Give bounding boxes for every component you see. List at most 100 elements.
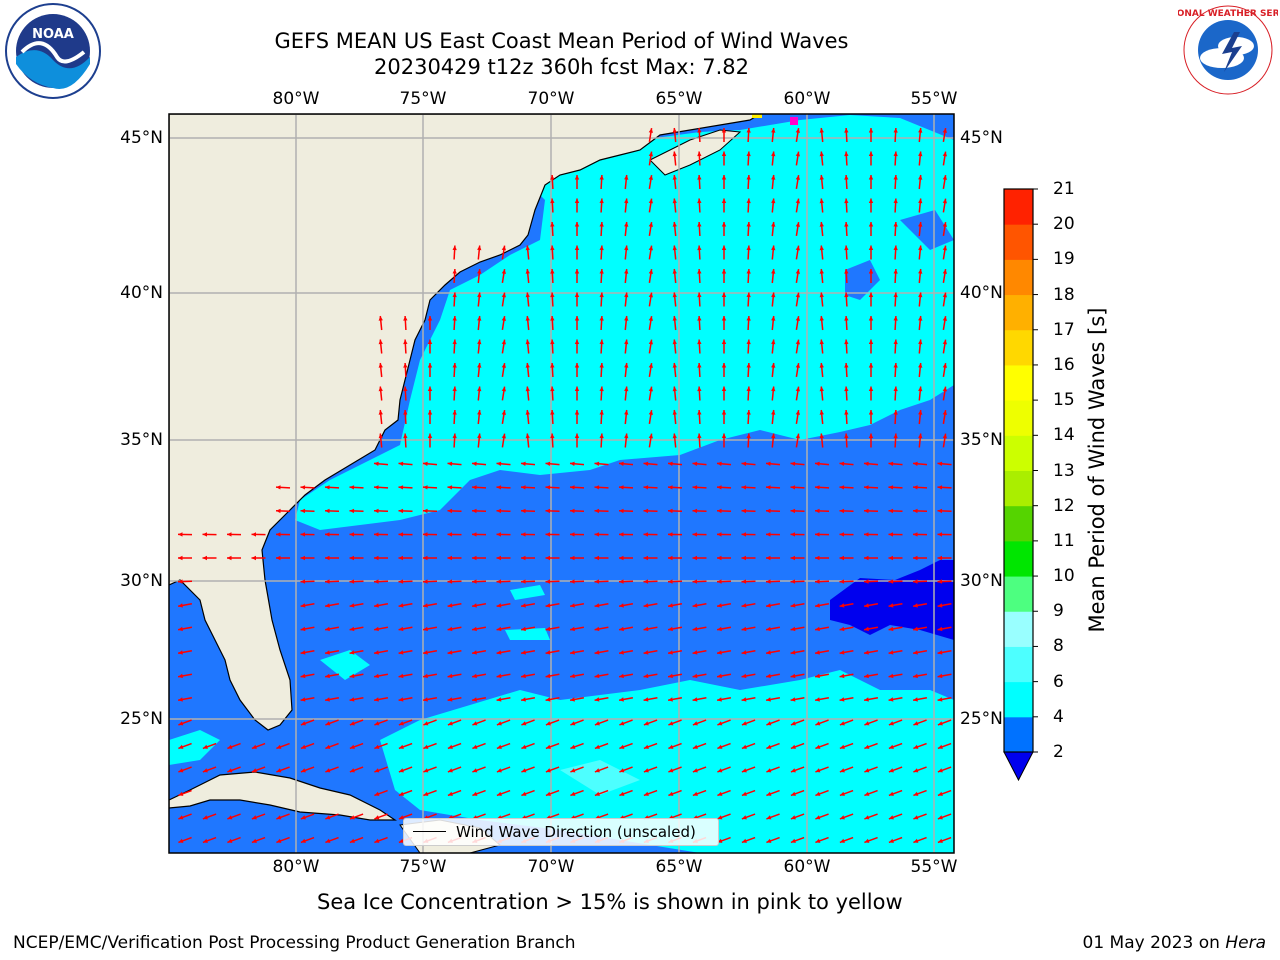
wave-direction-arrowhead <box>942 269 947 274</box>
wave-direction-arrowhead <box>427 386 433 391</box>
wave-direction-arrowhead <box>619 791 625 796</box>
nws-logo-text: NATIONAL WEATHER SERVICE <box>1178 9 1278 19</box>
wave-direction-arrowhead <box>374 603 379 608</box>
wave-direction-arrowhead <box>374 721 380 726</box>
wave-direction-arrowhead <box>918 198 923 204</box>
wave-direction-arrowhead <box>496 768 502 773</box>
wave-direction-arrowhead <box>672 222 677 227</box>
wave-direction-arrowhead <box>913 532 918 537</box>
wave-direction-arrowhead <box>300 485 306 490</box>
wave-direction-arrowhead <box>790 461 796 466</box>
colorbar-tick-label: 19 <box>1053 249 1075 270</box>
wave-direction-arrowhead <box>374 555 379 561</box>
wave-direction-arrowhead <box>398 508 404 514</box>
colorbar-segment <box>1004 294 1033 331</box>
wave-direction-arrowhead <box>374 791 380 796</box>
wave-direction-arrowhead <box>349 697 355 702</box>
wave-direction-arrowhead <box>697 269 702 274</box>
wave-direction-arrowhead <box>496 791 502 796</box>
wave-direction-arrowhead <box>521 673 526 679</box>
wave-direction-arrowhead <box>550 316 555 321</box>
wave-direction-arrowhead <box>227 532 232 537</box>
wave-direction-arrowhead <box>452 245 457 251</box>
wave-direction-arrowhead <box>624 198 629 204</box>
wave-direction-arrowhead <box>501 363 506 368</box>
wave-direction-arrowhead <box>447 603 453 608</box>
wave-direction-arrowhead <box>496 650 502 655</box>
wave-direction-arrowhead <box>839 508 845 514</box>
wave-direction-arrowhead <box>570 721 576 726</box>
wave-direction-arrowhead <box>496 461 502 466</box>
colorbar-tick-label: 13 <box>1053 460 1075 481</box>
wave-direction-arrowhead <box>447 721 453 726</box>
wave-direction-arrowhead <box>888 744 894 749</box>
wave-direction-arrowhead <box>521 461 526 466</box>
wave-direction-arrowhead <box>942 222 947 227</box>
wave-direction-arrowhead <box>521 508 526 514</box>
wave-direction-arrowhead <box>893 316 898 321</box>
wave-direction-arrowhead <box>864 673 869 679</box>
wave-direction-arrowhead <box>839 815 845 820</box>
wave-direction-arrowhead <box>423 768 429 773</box>
wave-direction-arrowhead <box>300 579 306 584</box>
wave-direction-arrowhead <box>374 838 380 843</box>
wave-direction-arrowhead <box>599 245 604 251</box>
colorbar-tick-label: 11 <box>1053 530 1075 551</box>
wave-direction-arrowhead <box>942 245 947 251</box>
wave-direction-arrowhead <box>496 673 502 679</box>
wave-direction-arrowhead <box>888 791 894 796</box>
wave-direction-arrowhead <box>864 555 869 561</box>
wave-direction-arrowhead <box>692 603 698 608</box>
wave-direction-arrowhead <box>893 175 898 180</box>
wave-direction-arrowhead <box>868 128 874 133</box>
wave-direction-arrowhead <box>452 363 457 368</box>
wave-direction-arrowhead <box>648 245 653 251</box>
wave-direction-arrowhead <box>697 386 702 392</box>
wave-direction-arrowhead <box>178 626 183 632</box>
wave-direction-arrowhead <box>300 532 305 537</box>
wave-direction-arrowhead <box>815 650 820 655</box>
wave-direction-arrowhead <box>721 363 727 368</box>
wave-direction-arrowhead <box>619 555 624 561</box>
wave-direction-arrowhead <box>721 269 727 274</box>
wave-direction-arrowhead <box>178 603 183 608</box>
wave-direction-arrowhead <box>913 815 919 820</box>
wave-direction-arrowhead <box>893 245 898 251</box>
colorbar-segment <box>1004 576 1033 612</box>
wave-direction-arrowhead <box>452 339 457 345</box>
longitude-label-top: 70°W <box>527 89 575 109</box>
wave-direction-arrowhead <box>746 222 751 227</box>
wave-direction-arrowhead <box>643 579 649 584</box>
wave-direction-arrowhead <box>545 579 551 584</box>
map-subtitle: 20230429 t12z 360h fcst Max: 7.82 <box>374 55 749 79</box>
wave-direction-arrowhead <box>594 626 600 632</box>
wave-direction-arrowhead <box>790 508 796 514</box>
wave-direction-arrowhead <box>447 744 453 749</box>
wave-direction-arrowhead <box>251 532 256 537</box>
wave-direction-arrowhead <box>619 508 624 514</box>
longitude-label-bottom: 80°W <box>272 857 320 877</box>
wave-direction-arrowhead <box>868 316 874 321</box>
cuba-land <box>169 771 397 821</box>
wave-direction-arrowhead <box>795 175 800 180</box>
wave-direction-arrowhead <box>251 815 257 820</box>
wave-direction-arrowhead <box>624 363 629 368</box>
wave-direction-arrowhead <box>717 485 722 490</box>
wave-direction-arrowhead <box>349 603 355 608</box>
footer-credit: NCEP/EMC/Verification Post Processing Pr… <box>13 933 576 953</box>
wave-direction-arrowhead <box>574 222 580 227</box>
wave-direction-arrowhead <box>521 626 526 632</box>
longitude-label-bottom: 65°W <box>655 857 703 877</box>
wave-direction-arrowhead <box>913 744 919 749</box>
colorbar-tick-label: 2 <box>1053 742 1064 762</box>
wave-direction-arrowhead <box>624 386 629 392</box>
wave-direction-arrowhead <box>839 555 844 561</box>
wave-direction-arrowhead <box>349 744 355 749</box>
wave-direction-arrowhead <box>599 433 604 439</box>
wave-direction-arrowhead <box>864 815 870 820</box>
wave-direction-arrowhead <box>668 721 674 726</box>
wave-direction-arrowhead <box>672 433 677 439</box>
wave-direction-arrowhead <box>525 410 530 415</box>
wave-direction-arrowhead <box>643 555 648 561</box>
wave-direction-arrowhead <box>325 744 331 749</box>
